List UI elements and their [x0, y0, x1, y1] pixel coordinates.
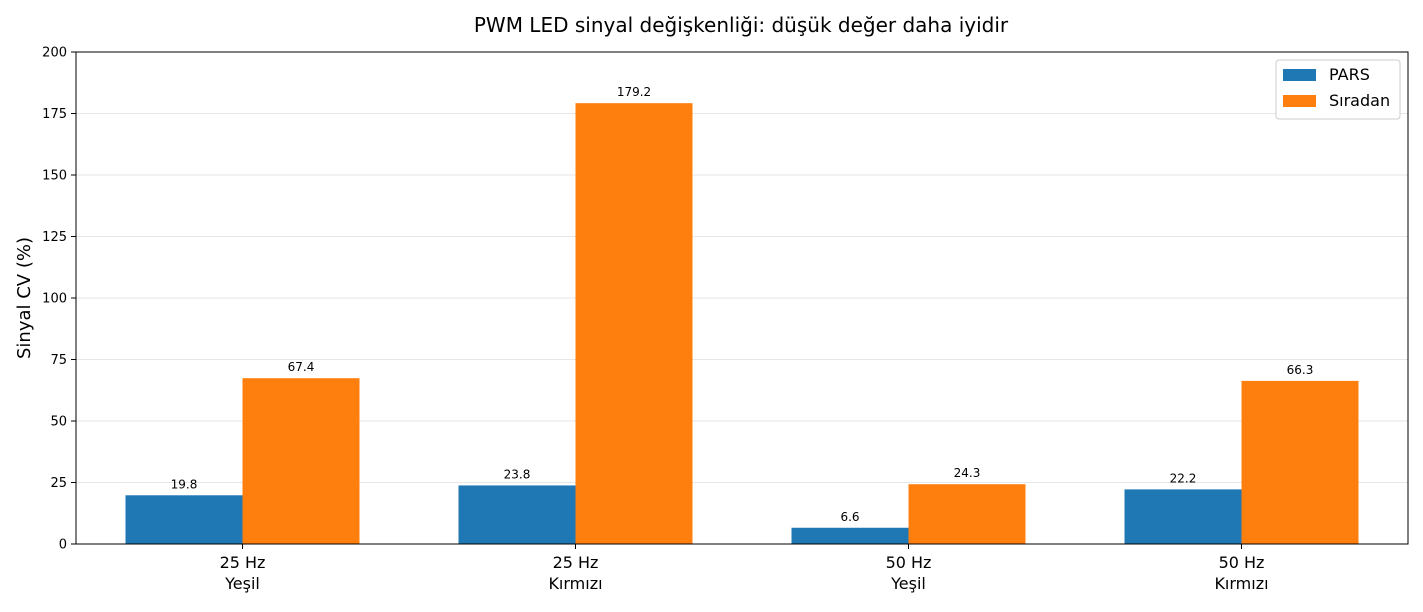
legend: PARS Sıradan — [1275, 59, 1401, 120]
y-tick-label: 150 — [42, 169, 67, 184]
data-label: 66.3 — [1287, 363, 1314, 377]
x-tick-label: Yeşil — [890, 574, 926, 593]
bar-pars — [1124, 489, 1242, 544]
x-tick-label: 50 Hz — [1219, 553, 1265, 572]
bar-pars — [125, 495, 243, 544]
legend-swatch — [1283, 69, 1316, 81]
data-label: 19.8 — [171, 477, 198, 491]
y-tick-label: 25 — [50, 476, 67, 491]
x-tick-label: Kırmızı — [548, 574, 602, 593]
data-label: 6.6 — [840, 510, 859, 524]
bar-s-radan — [1241, 380, 1359, 544]
plot-frame — [75, 51, 1409, 545]
x-tick-label: 50 Hz — [886, 553, 932, 572]
y-tick-label: 50 — [50, 415, 67, 430]
x-tick-label: Kırmızı — [1214, 574, 1268, 593]
y-axis-title: Sinyal CV (%) — [14, 237, 35, 359]
data-labels: 19.8 67.4 23.8 179.2 6.6 24.3 22.2 66.3 — [171, 85, 1314, 524]
x-tick-label: 25 Hz — [220, 553, 266, 572]
bars — [125, 103, 1359, 544]
y-tick-label: 100 — [42, 292, 67, 307]
bar-s-radan — [908, 484, 1026, 544]
data-label: 23.8 — [504, 467, 531, 481]
bar-s-radan — [575, 103, 693, 544]
data-label: 24.3 — [954, 466, 981, 480]
bar-pars — [791, 527, 909, 544]
data-label: 179.2 — [617, 85, 651, 99]
data-label: 67.4 — [288, 360, 315, 374]
y-tick-label: 75 — [50, 353, 67, 368]
y-tick-label: 0 — [59, 538, 67, 553]
y-tick-label: 125 — [42, 230, 67, 245]
legend-label: Sıradan — [1329, 91, 1390, 110]
axes: 0 25 50 75 100 125 150 175 200 25 Hz Yeşil 25 Hz Kır… — [42, 46, 1409, 593]
x-tick-label: Yeşil — [224, 574, 260, 593]
bar-s-radan — [242, 378, 360, 544]
x-tick-label: 25 Hz — [553, 553, 599, 572]
bar-pars — [458, 485, 576, 544]
chart-title: PWM LED sinyal değişkenliği: düşük değer… — [474, 13, 1009, 37]
data-label: 22.2 — [1170, 471, 1197, 485]
y-tick-label: 200 — [42, 46, 67, 61]
y-tick-label: 175 — [42, 107, 67, 122]
legend-label: PARS — [1329, 65, 1370, 84]
legend-swatch — [1283, 95, 1316, 107]
